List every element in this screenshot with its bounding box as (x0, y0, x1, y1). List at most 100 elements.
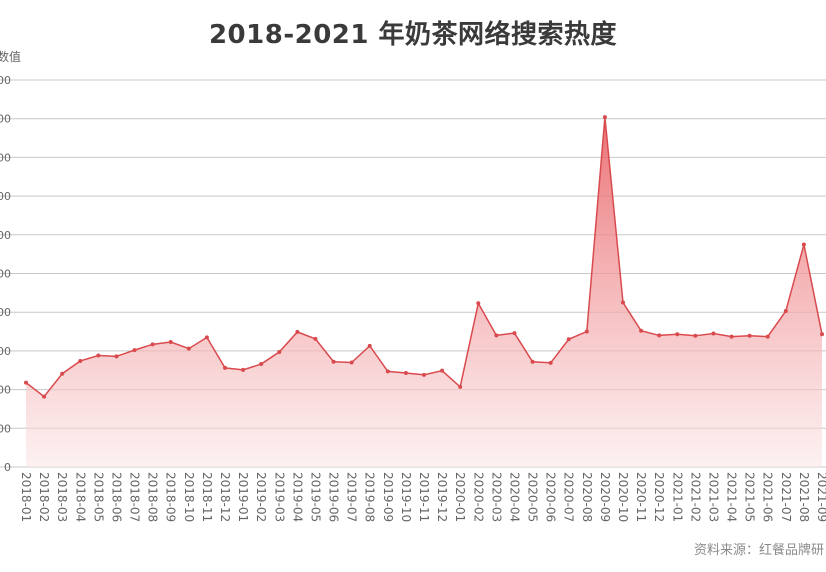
source-note: 资料来源：红餐品牌研 (693, 543, 824, 558)
x-tick-label: 2018-05 (91, 472, 105, 522)
x-tick-label: 2020-08 (580, 472, 594, 522)
y-axis-label: 数值 (0, 49, 21, 64)
data-point (277, 350, 282, 355)
data-point (78, 358, 83, 363)
x-tick-label: 2018-10 (182, 472, 196, 522)
x-tick-label: 2018-06 (109, 472, 123, 522)
y-tick-label: 00 (0, 268, 11, 281)
data-point (385, 369, 390, 374)
data-point (693, 333, 698, 338)
area-fill (26, 117, 822, 467)
x-tick-label: 2021-09 (815, 472, 826, 522)
x-tick-label: 2019-10 (399, 472, 413, 522)
x-tick-label: 2018-03 (55, 472, 69, 522)
data-point (657, 333, 662, 338)
data-point (512, 331, 517, 336)
data-point (313, 336, 318, 341)
points-layer (24, 115, 824, 399)
y-tick-label: 00 (0, 422, 11, 435)
data-point (801, 242, 806, 247)
area-layer (25, 117, 823, 467)
x-tick-label: 2019-04 (290, 472, 304, 522)
data-point (403, 370, 408, 375)
data-point (114, 354, 119, 359)
data-point (548, 360, 553, 365)
y-tick-label: 00 (0, 74, 11, 87)
x-tick-label: 2019-01 (236, 472, 250, 522)
x-tick-label: 2018-02 (37, 472, 51, 522)
x-tick-label: 2019-12 (435, 472, 449, 522)
data-point (566, 337, 571, 342)
x-tick-label: 2021-08 (797, 472, 811, 522)
x-tick-label: 2021-01 (670, 472, 684, 522)
data-point (150, 342, 155, 347)
y-tick-label: 00 (0, 151, 11, 164)
x-tick-label: 2020-02 (471, 472, 485, 522)
x-tick-label: 2020-06 (544, 472, 558, 522)
data-point (295, 329, 300, 334)
y-tick-label: 00 (0, 345, 11, 358)
x-tick-label: 2018-07 (128, 472, 142, 522)
x-tick-label: 2021-04 (725, 472, 739, 522)
data-point (584, 329, 589, 334)
x-tick-label: 2020-01 (453, 472, 467, 522)
x-tick-label: 2019-05 (308, 472, 322, 522)
data-point (530, 359, 535, 364)
x-tick-label: 2021-07 (779, 472, 793, 522)
x-tick-label: 2019-03 (272, 472, 286, 522)
data-point (24, 380, 28, 385)
data-point (132, 348, 137, 353)
data-point (259, 362, 264, 367)
data-point (422, 372, 426, 377)
x-tick-label: 2021-06 (761, 472, 775, 522)
x-tick-label: 2019-09 (381, 472, 395, 522)
data-point (349, 360, 354, 365)
y-tick-label: 00 (0, 229, 11, 242)
data-point (367, 343, 372, 348)
x-tick-labels: 2018-01 2018-02 2018-03 2018-04 2018-05 2018-… (19, 472, 826, 522)
data-point (747, 333, 752, 338)
data-point (494, 333, 499, 338)
x-tick-label: 2018-04 (73, 472, 87, 522)
x-tick-label: 2020-05 (526, 472, 540, 522)
x-tick-label: 2021-05 (743, 472, 757, 522)
data-point (186, 346, 191, 351)
data-point (476, 301, 481, 306)
x-tick-label: 2019-07 (345, 472, 359, 522)
data-point (729, 334, 734, 339)
data-point (168, 339, 173, 344)
y-tick-label: 0 (4, 461, 11, 474)
x-tick-label: 2021-02 (688, 472, 702, 522)
x-tick-label: 2018-08 (146, 472, 160, 522)
y-tick-label: 00 (0, 190, 11, 203)
x-tick-label: 2019-02 (254, 472, 268, 522)
data-point (820, 332, 824, 337)
x-tick-label: 2020-12 (652, 472, 666, 522)
x-tick-label: 2020-11 (634, 472, 648, 522)
x-tick-label: 2021-03 (706, 472, 720, 522)
x-tick-label: 2020-04 (507, 472, 521, 522)
data-point (241, 367, 246, 372)
data-point (621, 300, 625, 305)
x-tick-label: 2018-09 (164, 472, 178, 522)
data-point (765, 334, 770, 339)
data-point (783, 309, 788, 314)
data-point (639, 328, 644, 333)
data-point (440, 368, 445, 373)
data-point (331, 359, 336, 364)
x-tick-label: 2020-10 (616, 472, 630, 522)
data-point (675, 332, 680, 337)
x-tick-label: 2019-06 (327, 472, 341, 522)
x-tick-label: 2019-11 (417, 472, 431, 522)
data-point (458, 384, 463, 389)
x-tick-label: 2018-01 (19, 472, 33, 522)
x-tick-label: 2020-07 (562, 472, 576, 522)
data-point (602, 115, 607, 120)
y-tick-label: 00 (0, 384, 11, 397)
data-point (60, 371, 65, 376)
x-tick-label: 2019-08 (363, 472, 377, 522)
x-tick-label: 2020-03 (489, 472, 503, 522)
y-tick-label: 00 (0, 306, 11, 319)
x-tick-label: 2018-11 (200, 472, 214, 522)
